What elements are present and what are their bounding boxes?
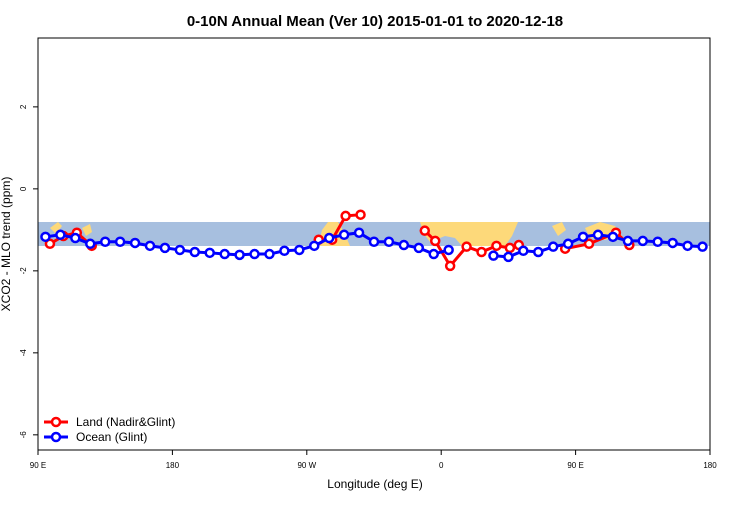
point bbox=[355, 209, 366, 220]
y-tick-label: 2 bbox=[19, 104, 28, 109]
point bbox=[518, 245, 529, 257]
point bbox=[607, 231, 619, 243]
plot-frame bbox=[37, 37, 711, 451]
point bbox=[129, 237, 141, 249]
point bbox=[592, 229, 604, 241]
point bbox=[476, 246, 487, 258]
point bbox=[533, 246, 544, 258]
point bbox=[577, 231, 589, 243]
point bbox=[413, 242, 425, 254]
point bbox=[264, 248, 275, 260]
point bbox=[428, 248, 439, 260]
point bbox=[219, 248, 230, 260]
point bbox=[562, 238, 574, 250]
legend-label: Ocean (Glint) bbox=[76, 430, 147, 444]
point bbox=[383, 236, 395, 247]
point bbox=[488, 250, 499, 261]
point bbox=[547, 241, 559, 252]
point bbox=[398, 239, 410, 251]
point bbox=[682, 240, 693, 252]
point bbox=[159, 242, 171, 254]
point bbox=[504, 242, 516, 254]
point bbox=[491, 240, 502, 252]
point bbox=[368, 236, 380, 247]
point bbox=[652, 236, 663, 247]
point bbox=[583, 238, 595, 250]
point bbox=[444, 260, 456, 272]
y-axis-label: XCO2 - MLO trend (ppm) bbox=[0, 177, 13, 312]
chart-title: 0-10N Annual Mean (Ver 10) 2015-01-01 to… bbox=[187, 13, 563, 30]
legend-label: Land (Nadir&Glint) bbox=[76, 415, 175, 429]
point bbox=[279, 245, 290, 257]
legend-marker bbox=[50, 431, 62, 443]
point bbox=[234, 249, 245, 261]
point bbox=[249, 248, 260, 260]
point bbox=[338, 229, 350, 241]
x-tick-label: 0 bbox=[439, 461, 444, 470]
land bbox=[552, 222, 566, 236]
x-tick-label: 90 E bbox=[567, 461, 583, 470]
x-tick-label: 180 bbox=[166, 461, 180, 470]
point bbox=[309, 240, 320, 252]
point bbox=[189, 246, 201, 258]
point bbox=[70, 232, 81, 244]
series-line bbox=[49, 213, 631, 269]
x-axis-label: Longitude (deg E) bbox=[327, 477, 422, 491]
point bbox=[353, 227, 365, 238]
point bbox=[114, 236, 126, 247]
y-tick-label: 0 bbox=[19, 186, 28, 191]
x-tick-label: 90 E bbox=[30, 461, 46, 470]
point bbox=[323, 232, 335, 244]
point bbox=[40, 231, 51, 243]
y-tick-label: -2 bbox=[19, 267, 28, 275]
point bbox=[340, 210, 351, 222]
point bbox=[461, 241, 472, 252]
point bbox=[99, 236, 111, 247]
x-tick-label: 180 bbox=[703, 461, 717, 470]
point bbox=[294, 244, 305, 256]
point bbox=[697, 241, 708, 252]
point bbox=[667, 237, 678, 249]
point bbox=[637, 235, 649, 247]
point bbox=[174, 244, 186, 256]
land bbox=[50, 222, 62, 234]
point bbox=[44, 238, 56, 250]
point bbox=[204, 247, 215, 259]
point bbox=[443, 244, 454, 256]
point bbox=[55, 229, 66, 241]
point bbox=[622, 235, 634, 247]
y-tick-label: -4 bbox=[19, 349, 28, 357]
point bbox=[419, 225, 431, 236]
point bbox=[85, 238, 96, 250]
point bbox=[429, 235, 441, 247]
land bbox=[82, 224, 92, 236]
land bbox=[420, 222, 518, 246]
y-tick-label: -6 bbox=[19, 431, 28, 439]
legend-marker bbox=[50, 416, 62, 428]
point bbox=[144, 240, 156, 252]
point bbox=[503, 251, 514, 263]
x-tick-label: 90 W bbox=[297, 461, 316, 470]
